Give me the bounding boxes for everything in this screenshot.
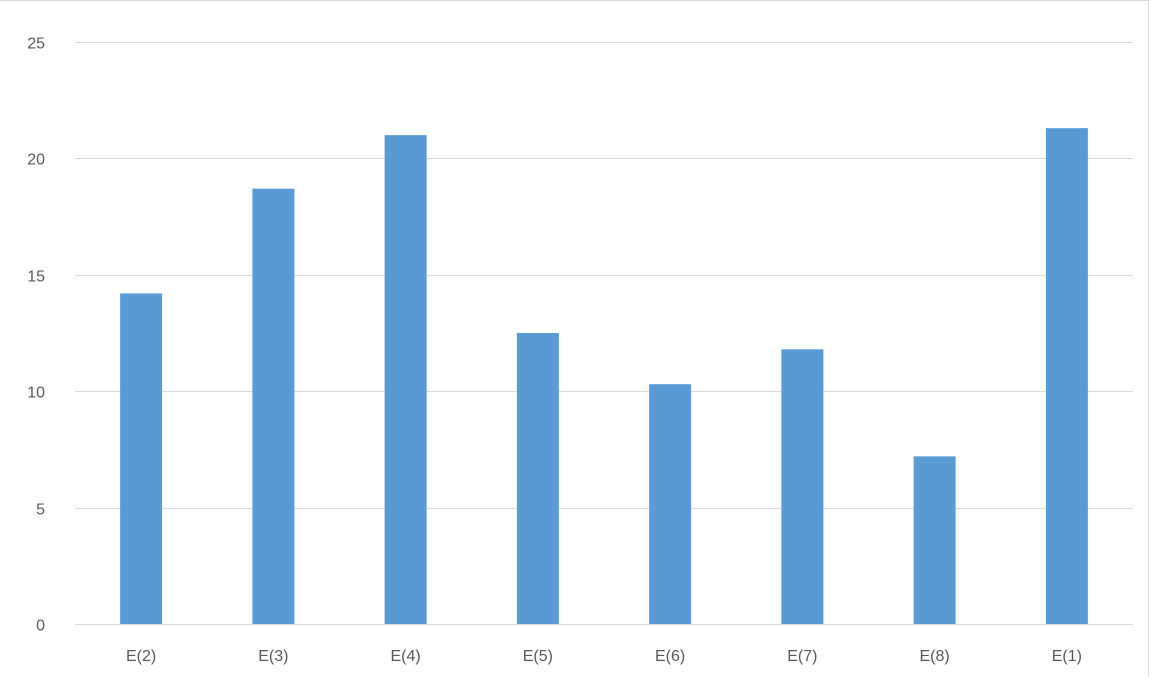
bar: [1045, 128, 1088, 625]
x-axis-tick-labels: E(2) E(3) E(4) E(5) E(6) E(7) E(8) E(1): [126, 648, 1082, 665]
y-tick-label: 25: [27, 36, 45, 53]
x-tick-label: E(7): [787, 648, 817, 665]
x-tick-label: E(1): [1052, 648, 1082, 665]
gridlines: [75, 42, 1133, 625]
bar: [252, 188, 295, 624]
y-tick-label: 0: [36, 618, 45, 635]
bar: [913, 456, 956, 624]
bar: [384, 135, 427, 624]
x-tick-label: E(3): [258, 648, 288, 665]
x-tick-label: E(6): [655, 648, 685, 665]
y-tick-label: 10: [27, 385, 45, 402]
x-tick-label: E(4): [391, 648, 421, 665]
y-tick-label: 5: [36, 502, 45, 519]
x-tick-label: E(5): [523, 648, 553, 665]
bar: [649, 384, 692, 624]
bar: [781, 349, 824, 624]
bars: [120, 128, 1088, 625]
y-axis-tick-labels: 0 5 10 15 20 25: [27, 36, 45, 635]
x-tick-label: E(2): [126, 648, 156, 665]
bar: [120, 293, 163, 624]
y-tick-label: 15: [27, 269, 45, 286]
x-tick-label: E(8): [920, 648, 950, 665]
bar: [516, 333, 559, 624]
y-tick-label: 20: [27, 152, 45, 169]
